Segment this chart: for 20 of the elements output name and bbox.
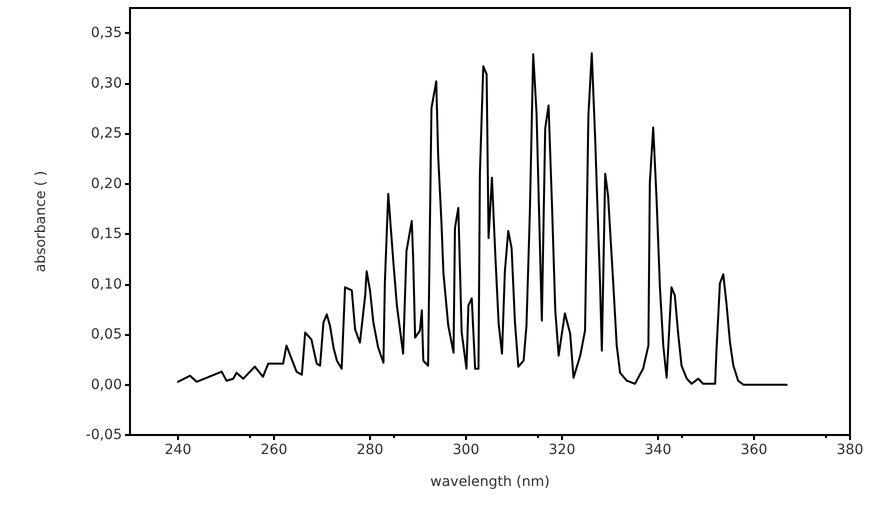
y-tick-label: 0,20 — [90, 176, 122, 192]
y-tick-label: 0,05 — [90, 326, 122, 343]
x-axis-title: wavelength (nm) — [430, 474, 550, 490]
x-tick-label: 340 — [644, 442, 672, 458]
y-tick-label: 0,35 — [90, 25, 122, 42]
y-tick-label: 0,10 — [90, 276, 122, 292]
y-tick-label: 0,15 — [90, 226, 122, 242]
y-tick-label: 0,25 — [90, 126, 122, 142]
x-tick-label: 260 — [260, 442, 288, 458]
x-tick-label: 300 — [452, 442, 480, 458]
y-axis-title: absorbance ( ) — [33, 170, 49, 272]
x-tick-label: 320 — [548, 442, 576, 458]
x-tick-label: 360 — [740, 442, 768, 458]
x-tick-label: 240 — [164, 442, 192, 458]
x-tick-label: 380 — [836, 442, 864, 458]
y-tick-label: 0,00 — [90, 376, 122, 393]
y-tick-label: -0,05 — [86, 427, 122, 443]
x-tick-label: 280 — [356, 442, 384, 458]
line-series — [177, 52, 788, 386]
y-tick-label: 0,30 — [90, 75, 122, 92]
